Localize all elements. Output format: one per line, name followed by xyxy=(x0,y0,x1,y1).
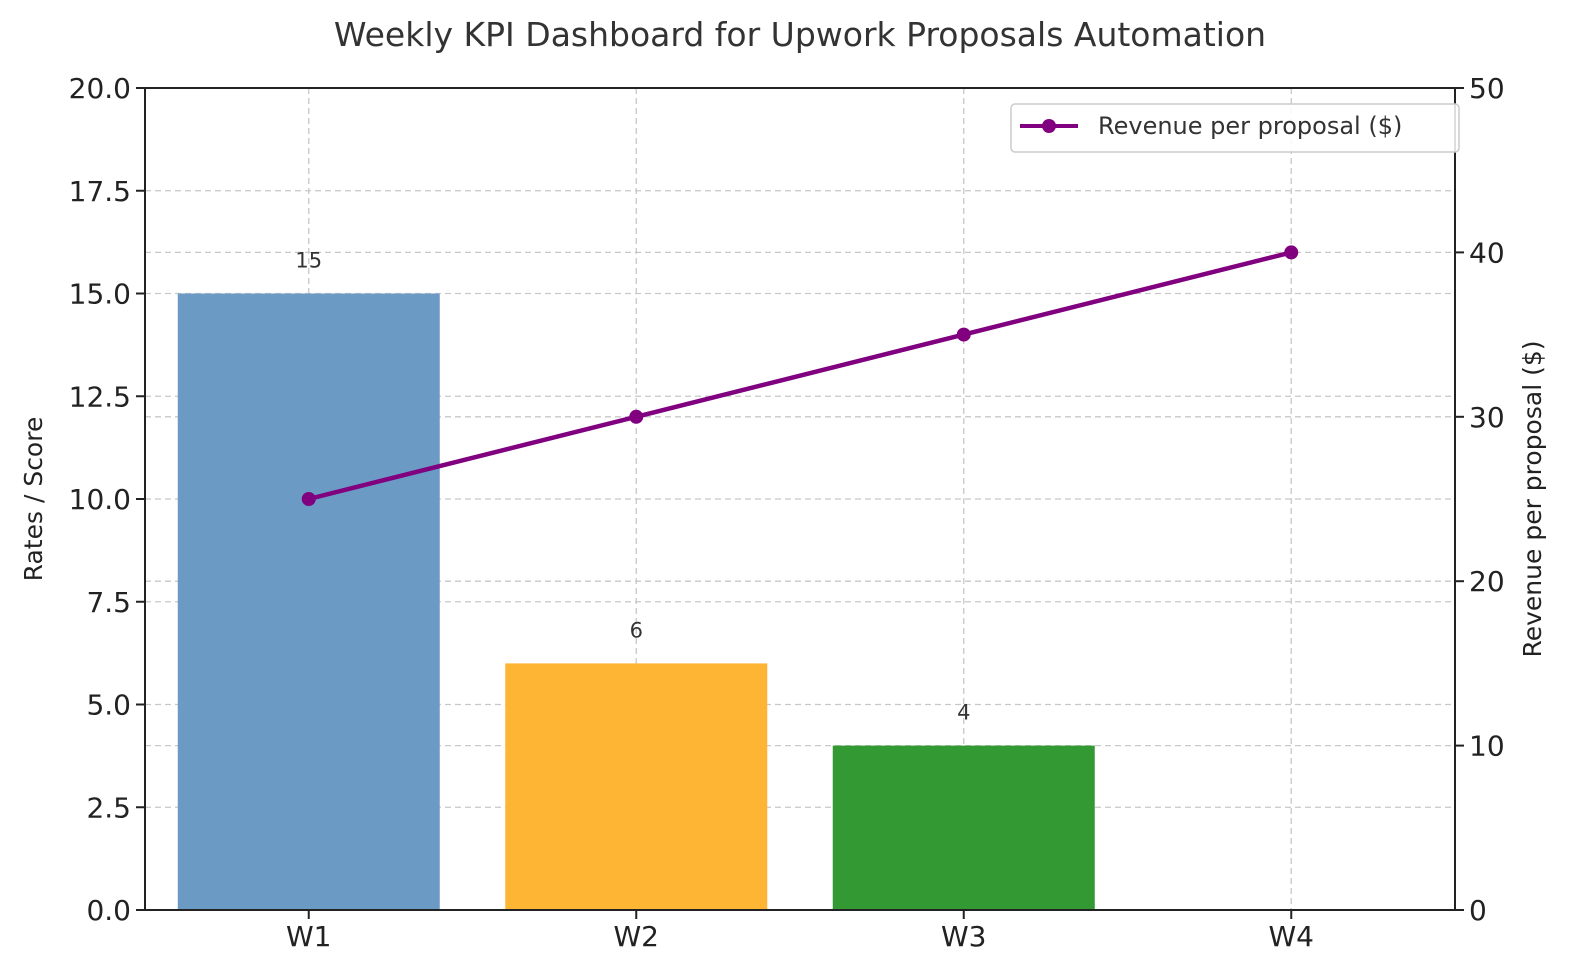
left-tick-label-5: 12.5 xyxy=(69,380,131,413)
right-tick-label-1: 10 xyxy=(1469,730,1505,763)
x-tick-label-W1: W1 xyxy=(286,920,332,953)
x-tick-label-W2: W2 xyxy=(614,920,660,953)
right-tick-label-3: 30 xyxy=(1469,401,1505,434)
left-tick-label-1: 2.5 xyxy=(86,791,131,824)
bar-value-label-W3: 4 xyxy=(957,701,970,725)
bar-value-label-W1: 15 xyxy=(295,249,322,273)
revenue-point-W4 xyxy=(1284,245,1299,260)
revenue-line xyxy=(306,250,1294,502)
revenue-point-W3 xyxy=(956,327,971,342)
x-tick-label-W3: W3 xyxy=(941,920,987,953)
left-tick-label-3: 7.5 xyxy=(86,586,131,619)
legend-box xyxy=(1010,103,1460,153)
legend-label: Revenue per proposal ($) xyxy=(1098,112,1402,140)
legend-marker xyxy=(1042,119,1056,133)
right-tick-label-2: 20 xyxy=(1469,565,1505,598)
x-tick-label-W4: W4 xyxy=(1269,920,1315,953)
right-y-axis-title: Revenue per proposal ($) xyxy=(1518,340,1547,657)
legend: Revenue per proposal ($) xyxy=(1010,103,1460,153)
bar-W3 xyxy=(832,745,1095,910)
bar-value-label-W2: 6 xyxy=(630,618,643,642)
left-tick-label-2: 5.0 xyxy=(86,689,131,722)
x-axis-ticks: W1 W2 W3 W4 xyxy=(286,910,1314,953)
revenue-line-series xyxy=(301,245,1299,506)
left-tick-label-7: 17.5 xyxy=(69,175,131,208)
right-tick-label-5: 50 xyxy=(1469,72,1505,105)
right-y-axis-ticks: 0 10 20 30 40 50 xyxy=(1455,72,1505,927)
left-tick-label-4: 10.0 xyxy=(69,483,131,516)
left-tick-label-0: 0.0 xyxy=(86,894,131,927)
chart-title: Weekly KPI Dashboard for Upwork Proposal… xyxy=(334,15,1266,54)
right-tick-label-0: 0 xyxy=(1469,894,1487,927)
bars xyxy=(177,293,1095,910)
right-tick-label-4: 40 xyxy=(1469,236,1505,269)
left-tick-label-8: 20.0 xyxy=(69,72,131,105)
revenue-point-W1 xyxy=(301,492,316,506)
left-tick-label-6: 15.0 xyxy=(69,278,131,311)
left-y-axis-title: Rates / Score xyxy=(19,417,48,582)
left-y-axis-ticks: 0.0 2.5 5.0 7.5 10.0 12.5 15.0 17.5 20.0 xyxy=(69,72,145,927)
bar-W1 xyxy=(177,293,440,910)
revenue-point-W2 xyxy=(629,409,644,424)
bar-W2 xyxy=(505,663,768,910)
